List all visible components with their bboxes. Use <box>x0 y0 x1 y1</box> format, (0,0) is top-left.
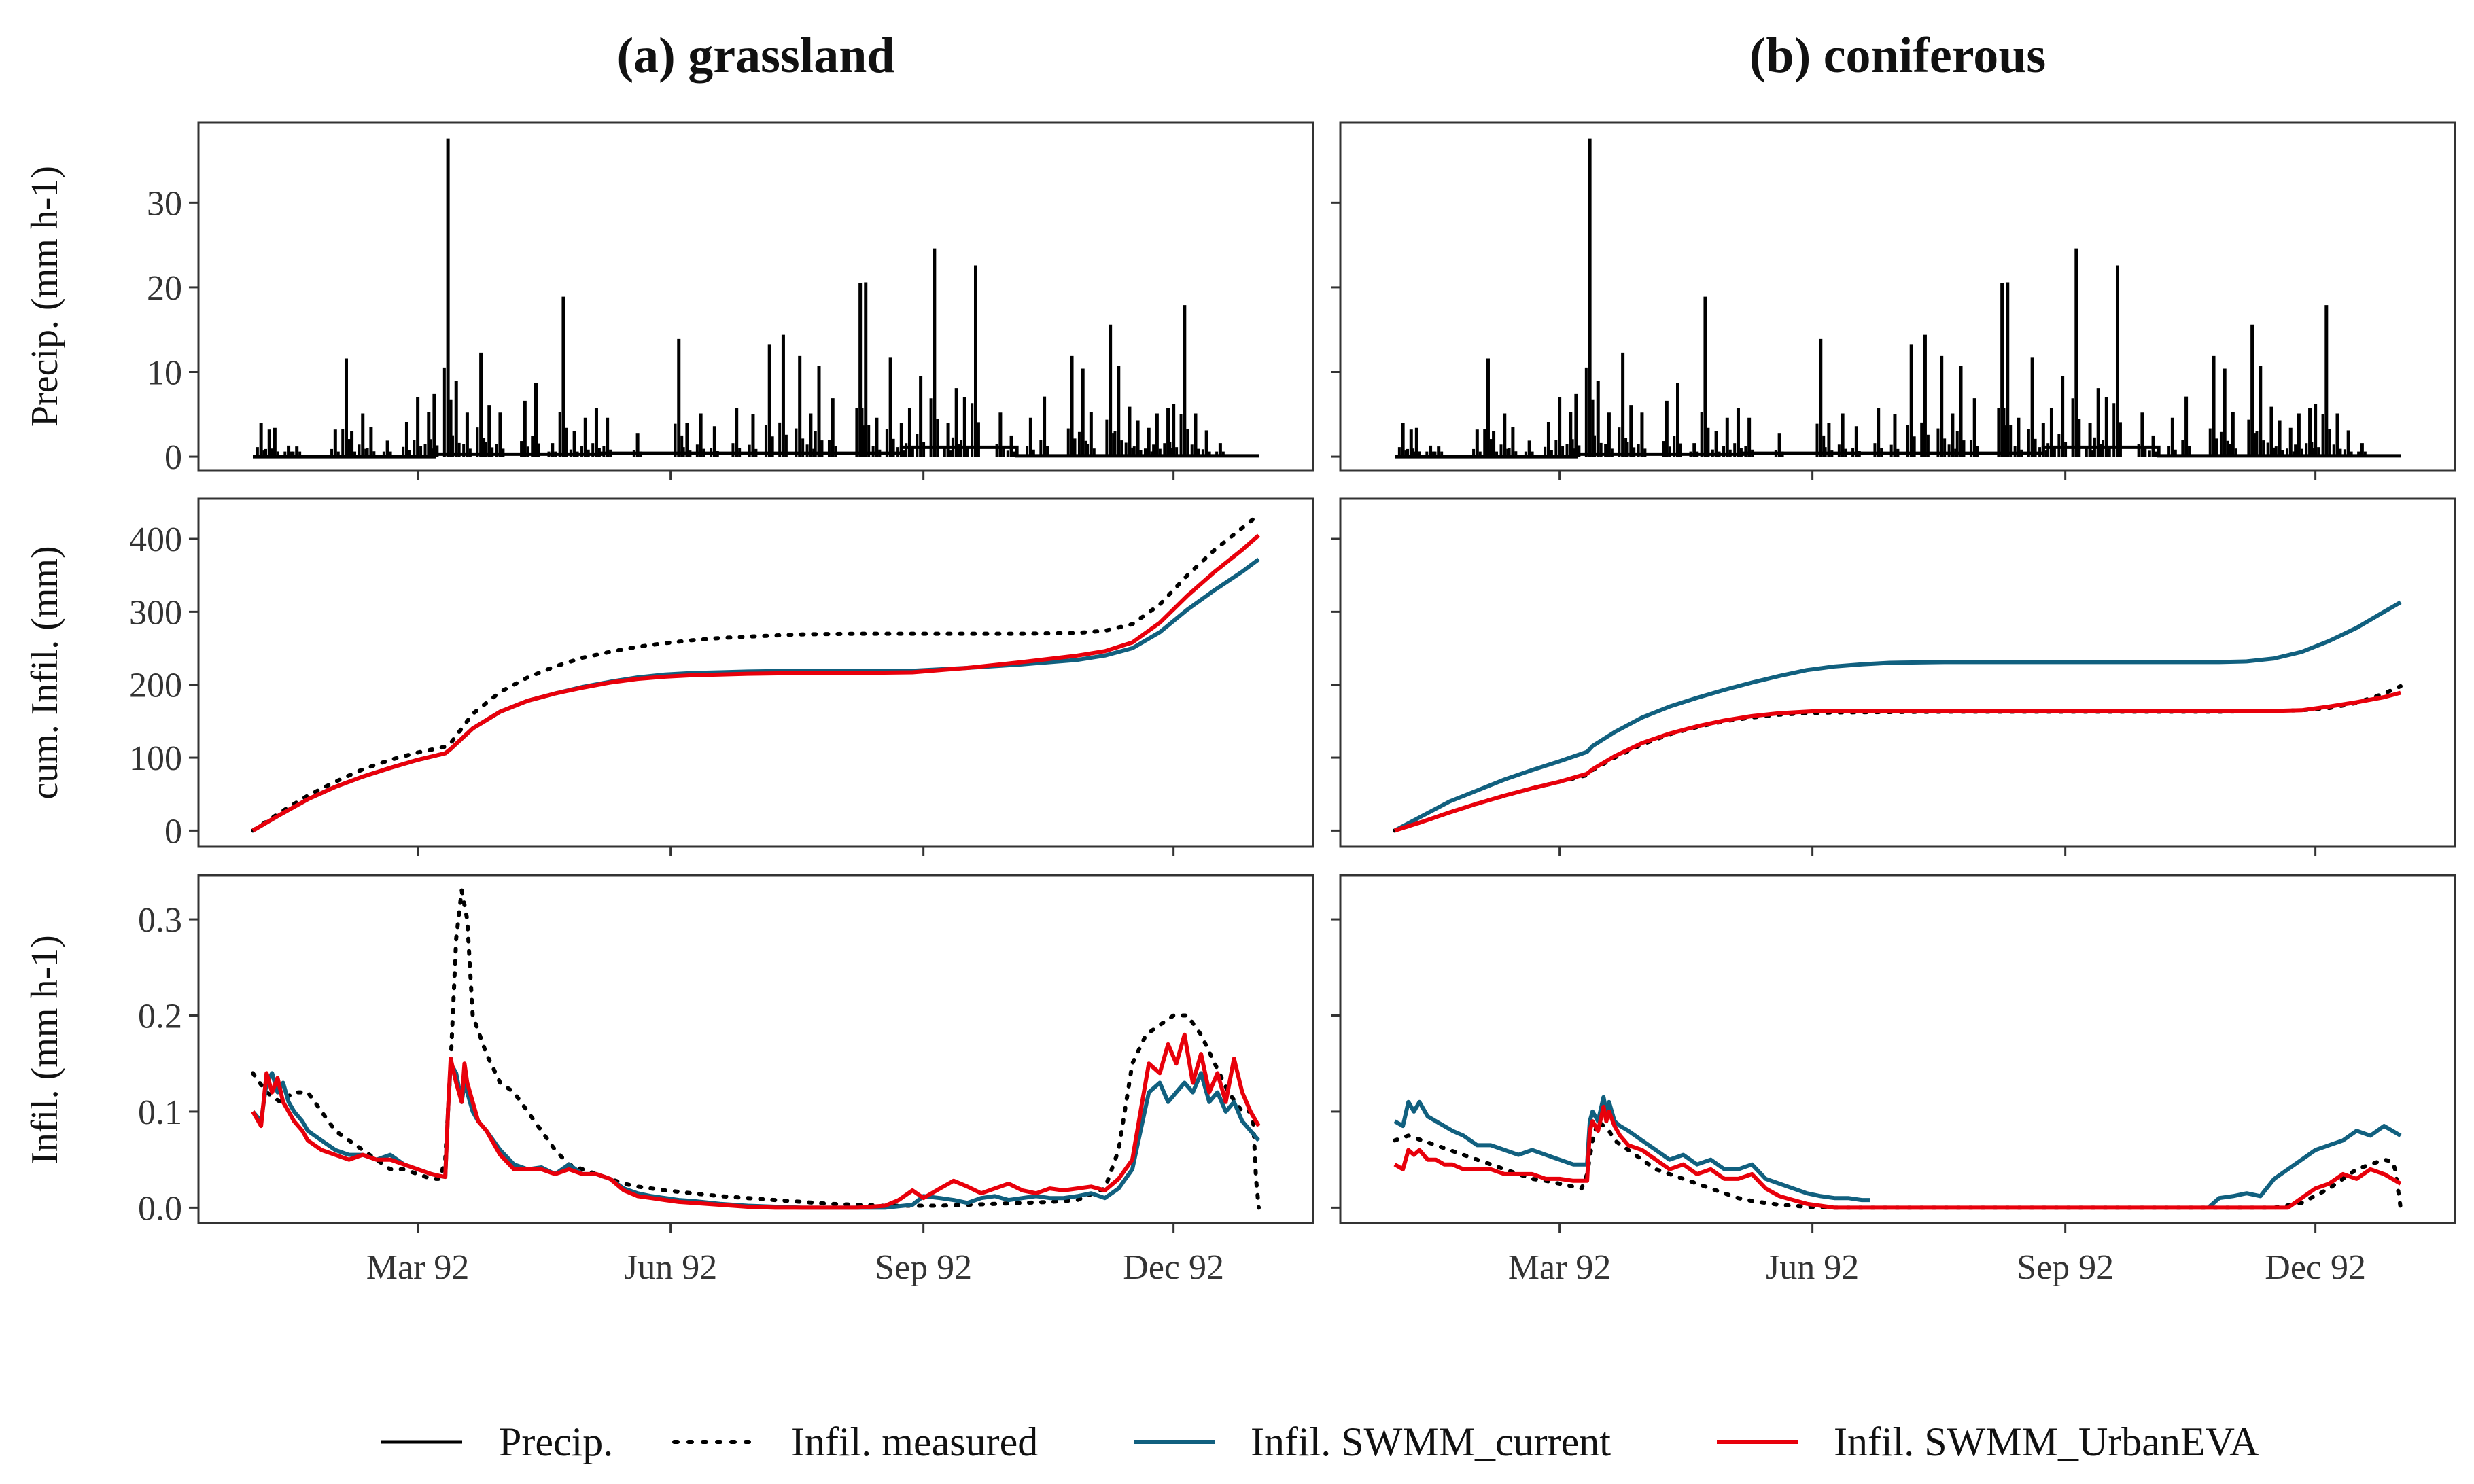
ytick-label-row2-3: 300 <box>129 593 182 632</box>
frame-grassland-row2 <box>197 497 1314 848</box>
plot-area-grassland-row3 <box>251 888 1261 1210</box>
legend-entry-swmm-current: Infil. SWMM_current <box>1134 1419 1611 1464</box>
frame-grassland-row3 <box>197 874 1314 1224</box>
ytick-label-row2-4: 400 <box>129 520 182 559</box>
column-title-grassland: (a) grassland <box>616 28 894 84</box>
frame-coniferous-row1 <box>1339 121 2456 472</box>
xtick-label-grassland-0: Mar 92 <box>366 1248 470 1287</box>
xtick-label-coniferous-2: Sep 92 <box>2017 1248 2114 1287</box>
cum-measured-line-coniferous <box>1393 684 2403 833</box>
xtick-label-grassland-3: Dec 92 <box>1123 1248 1224 1287</box>
cum-swmm-current-line-grassland <box>251 557 1260 832</box>
rate-measured-line-grassland <box>251 888 1261 1210</box>
precip-baseline-grassland <box>253 445 1259 459</box>
precip-baseline-coniferous <box>1395 445 2401 459</box>
plot-area-coniferous-row3 <box>1393 1095 2403 1210</box>
ytick-label-row2-1: 100 <box>129 739 182 778</box>
xtick-label-grassland-2: Sep 92 <box>875 1248 972 1287</box>
panel-grassland-row1: 0 10 20 30 <box>147 121 1314 480</box>
ytick-label-row3-1: 0.1 <box>138 1093 182 1132</box>
rate-measured-line-coniferous <box>1393 1119 2403 1210</box>
legend-entry-measured: Infil. measured <box>672 1419 1038 1464</box>
frame-grassland-row1 <box>197 121 1314 472</box>
panel-coniferous-row2 <box>1331 497 2456 856</box>
ylabel-cum-infil: cum. Infil. (mm) <box>24 546 66 799</box>
panel-coniferous-row1 <box>1331 121 2456 480</box>
ytick-label-row3-3: 0.3 <box>138 901 182 940</box>
rate-swmm-urbaneva-line-grassland <box>251 1032 1261 1210</box>
ytick-label-row2-2: 200 <box>129 667 182 705</box>
cum-swmm-urbaneva-line-grassland <box>251 533 1260 832</box>
plot-area-coniferous-row2 <box>1393 600 2403 833</box>
panel-grassland-row3: 0.0 0.1 0.2 0.3 Mar 92 Jun 92 Sep 92 Dec 92 <box>138 874 1314 1287</box>
ytick-label-row1-3: 30 <box>147 184 182 223</box>
legend-label-measured: Infil. measured <box>791 1419 1038 1464</box>
column-title-coniferous: (b) coniferous <box>1749 28 2046 84</box>
ytick-label-row3-2: 0.2 <box>138 997 182 1036</box>
rate-swmm-current-line-coniferous <box>1393 1095 2402 1209</box>
panel-coniferous-row3: Mar 92 Jun 92 Sep 92 Dec 92 <box>1331 874 2456 1287</box>
ytick-label-row2-0: 0 <box>164 812 182 851</box>
ytick-label-row1-1: 10 <box>147 353 182 392</box>
legend-entry-swmm-urbaneva: Infil. SWMM_UrbanEVA <box>1717 1419 2259 1464</box>
cum-swmm-urbaneva-line-coniferous <box>1394 690 2401 833</box>
cum-swmm-current-line-coniferous <box>1393 600 2402 833</box>
xtick-label-coniferous-1: Jun 92 <box>1766 1248 1859 1287</box>
xtick-label-coniferous-0: Mar 92 <box>1508 1248 1611 1287</box>
cum-measured-line-grassland <box>251 512 1261 833</box>
frame-coniferous-row2 <box>1339 497 2456 848</box>
ytick-label-row3-0: 0.0 <box>138 1189 182 1228</box>
frame-coniferous-row3 <box>1339 874 2456 1224</box>
ytick-label-row1-0: 0 <box>164 438 182 477</box>
plot-area-grassland-row2 <box>251 512 1261 833</box>
legend-entry-precip: Precip. <box>381 1419 613 1464</box>
legend: Precip. Infil. measured Infil. SWMM_curr… <box>381 1419 2259 1464</box>
ylabel-infil-rate: Infil. (mm h-1) <box>24 935 66 1164</box>
legend-label-swmm-current: Infil. SWMM_current <box>1251 1419 1611 1464</box>
plot-area-coniferous-row1 <box>1395 138 2401 459</box>
xtick-label-coniferous-3: Dec 92 <box>2265 1248 2366 1287</box>
legend-label-swmm-urbaneva: Infil. SWMM_UrbanEVA <box>1834 1419 2259 1464</box>
rate-swmm-urbaneva-line-coniferous <box>1393 1104 2402 1210</box>
ylabel-precip: Precip. (mm h-1) <box>24 166 66 427</box>
panel-grassland-row2: 0 100 200 300 400 <box>129 497 1314 856</box>
ytick-label-row1-2: 20 <box>147 269 182 308</box>
legend-label-precip: Precip. <box>499 1419 613 1464</box>
plot-area-grassland-row1 <box>253 138 1259 459</box>
xtick-label-grassland-1: Jun 92 <box>624 1248 717 1287</box>
